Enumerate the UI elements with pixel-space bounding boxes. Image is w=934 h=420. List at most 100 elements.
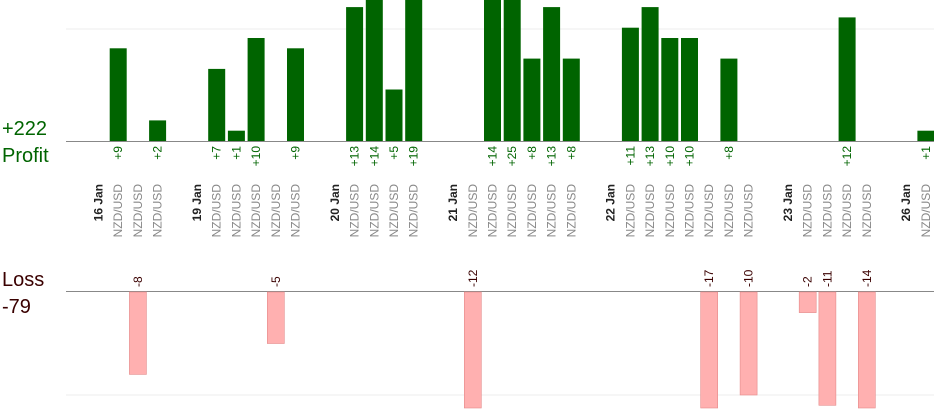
profit-bar [149,120,167,141]
profit-bar [484,0,501,141]
profit-bar [641,7,659,141]
pair-label: NZD/USD [151,184,165,238]
pair-label: NZD/USD [486,184,500,238]
profit-bar [543,7,561,141]
pair-label: NZD/USD [801,184,815,238]
loss-bar [739,291,758,396]
profit-value-label: +9 [289,146,303,160]
profit-value-label: +10 [249,146,263,167]
loss-total: -79 [2,296,31,318]
profit-bar [346,7,364,141]
loss-value-label: -14 [860,269,874,287]
date-label: 16 Jan [92,184,106,221]
pair-label: NZD/USD [683,184,697,238]
profit-value-label: +8 [722,146,736,160]
pair-label: NZD/USD [820,184,834,238]
profit-bar [208,68,226,141]
pair-label: NZD/USD [210,184,224,238]
pair-label: NZD/USD [229,184,243,238]
profit-value-label: +25 [505,146,519,167]
profit-value-label: +1 [919,146,933,160]
profit-bar [109,48,127,141]
bars-layer [109,0,934,409]
profit-bar [523,58,541,141]
profit-bar [681,38,698,141]
loss-label: Loss [2,269,45,291]
profit-value-label: +1 [229,146,243,160]
loss-value-label: -10 [742,269,756,287]
profit-bar [385,89,403,141]
pair-label: NZD/USD [623,184,637,238]
profit-total: +222 [2,118,48,140]
date-label: 22 Jan [604,184,618,221]
pair-label: NZD/USD [643,184,657,238]
pair-label: NZD/USD [663,184,677,238]
pair-label: NZD/USD [111,184,125,238]
profit-bar [562,58,580,141]
loss-value-label: -11 [820,270,834,287]
pair-label: NZD/USD [289,184,303,238]
profit-bar [621,27,639,142]
loss-bar [463,291,482,409]
date-label: 20 Jan [328,184,342,221]
loss-bar [857,291,876,409]
loss-bar [700,291,719,409]
pair-label: NZD/USD [269,184,283,238]
loss-value-label: -2 [801,276,815,287]
profit-bar [287,48,304,141]
pair-label: NZD/USD [545,184,559,238]
profit-bar [405,0,423,141]
loss-value-label: -12 [466,269,480,287]
pair-label: NZD/USD [564,184,578,238]
pair-label: NZD/USD [742,184,756,238]
labels-layer: 16 Jan NZD/USD +9 NZD/USD -8 NZD/USD +2 19 Jan N… [92,146,933,287]
pair-label: NZD/USD [249,184,263,238]
pair-label: NZD/USD [525,184,539,238]
pair-label: NZD/USD [722,184,736,238]
profit-value-label: +10 [663,146,677,167]
pair-label: NZD/USD [387,184,401,238]
pair-label: NZD/USD [348,184,362,238]
pair-label: NZD/USD [407,184,421,238]
profit-value-label: +9 [111,146,125,160]
profit-value-label: +8 [525,146,539,160]
profit-bar [917,130,934,141]
profit-value-label: +14 [367,146,381,167]
pair-label: NZD/USD [505,184,519,238]
pair-label: NZD/USD [840,184,854,238]
loss-bar [818,291,837,406]
profit-value-label: +7 [210,146,224,160]
date-label: 21 Jan [446,184,460,221]
pair-label: NZD/USD [466,184,480,238]
date-label: 26 Jan [899,184,913,221]
profit-value-label: +12 [840,146,854,167]
profit-label: Profit [2,145,49,167]
profit-value-label: +11 [623,146,637,166]
profit-bar [227,130,245,141]
profit-value-label: +19 [407,146,421,167]
profit-bar [838,17,856,141]
pair-label: NZD/USD [367,184,381,238]
loss-value-label: -5 [269,276,283,287]
profit-value-label: +13 [545,146,559,167]
loss-value-label: -17 [702,269,716,287]
profit-bar [720,58,738,141]
date-label: 19 Jan [190,184,204,221]
pair-label: NZD/USD [919,184,933,238]
profit-value-label: +13 [643,146,657,167]
profit-bar [247,38,265,141]
profit-value-label: +5 [387,146,401,160]
pair-label: NZD/USD [860,184,874,238]
profit-value-label: +8 [564,146,578,160]
pair-label: NZD/USD [702,184,716,238]
profit-bar [503,0,521,141]
profit-bar [661,38,679,141]
date-label: 23 Jan [781,184,795,221]
profit-value-label: +13 [348,146,362,167]
profit-bar [365,0,383,141]
loss-value-label: -8 [131,276,145,287]
profit-value-label: +14 [486,146,500,167]
pair-label: NZD/USD [131,184,145,238]
loss-bar [266,291,285,344]
